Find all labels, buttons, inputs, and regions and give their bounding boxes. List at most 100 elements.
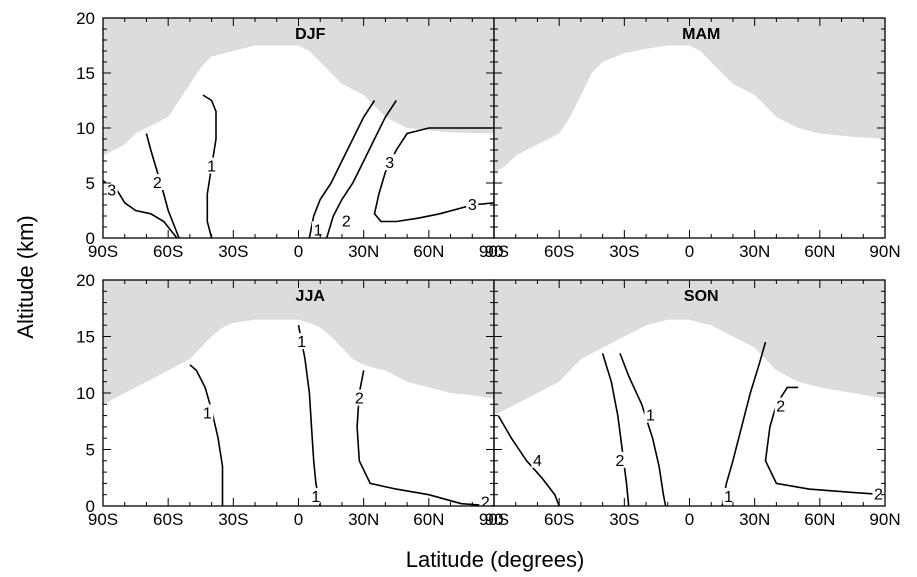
x-tick-label: 0 (294, 510, 303, 529)
x-tick-label: 90N (869, 242, 900, 261)
contour-label: 1 (207, 159, 216, 176)
y-tick-label: 10 (76, 119, 95, 138)
contour-label: 2 (153, 175, 162, 192)
x-tick-label: 90N (869, 510, 900, 529)
x-tick-label: 60N (804, 242, 835, 261)
stratosphere-shading (103, 280, 494, 405)
y-tick-label: 20 (76, 9, 95, 28)
x-tick-label: 30S (609, 510, 639, 529)
y-tick-label: 5 (86, 441, 95, 460)
contour-line-1 (202, 94, 217, 238)
contour-label: 2 (874, 487, 883, 504)
stratosphere-shading (494, 280, 885, 416)
panel-jja: 1 1 1 2 2 JJA 90S 60S 30S 0 30N 60N 90 0 5 10 15 20 (76, 271, 503, 529)
contour-label: 1 (203, 405, 212, 422)
contour-label: 2 (342, 214, 351, 231)
contour-label: 2 (616, 453, 625, 470)
contour-line-1 (189, 364, 224, 506)
contour-label: 1 (646, 408, 655, 425)
y-tick-label: 5 (86, 174, 95, 193)
y-tick-label: 20 (76, 271, 95, 290)
x-tick-label: 30S (218, 510, 248, 529)
x-tick-label: 30N (348, 510, 379, 529)
y-tick-label: 0 (86, 497, 95, 516)
x-tick-label: 60S (544, 510, 574, 529)
contour-label-halo (872, 485, 885, 502)
x-tick-label: 30N (739, 510, 770, 529)
contour-label: 2 (776, 399, 785, 416)
contour-label: 2 (481, 495, 490, 512)
contour-label-halo (312, 221, 325, 238)
contour-line-2 (325, 100, 397, 238)
contour-label: 4 (533, 453, 542, 470)
x-tick-label: 60S (153, 510, 183, 529)
contour-label-halo (722, 487, 735, 504)
x-tick-label: 90S (479, 510, 509, 529)
contour-line-4 (497, 415, 560, 506)
panel-title: DJF (295, 26, 325, 43)
contour-label-halo (295, 333, 308, 350)
contour-label: 1 (311, 489, 320, 506)
x-tick-label: 60N (413, 510, 444, 529)
panel-son: 4 2 1 1 2 2 SON 90S 60S 30S 0 30N 60N 90N (479, 279, 901, 529)
x-tick-label: 90S (88, 510, 118, 529)
panel-title: MAM (682, 26, 720, 43)
panel-title: JJA (296, 288, 326, 305)
contour-line-1 (721, 341, 767, 506)
y-tick-label: 0 (86, 229, 95, 248)
contour-label-halo (383, 154, 396, 171)
y-tick-label: 15 (76, 64, 95, 83)
x-tick-label: 60N (804, 510, 835, 529)
x-tick-label: 60S (544, 242, 574, 261)
y-tick-label: 10 (76, 384, 95, 403)
contour-label-halo (644, 406, 657, 423)
contour-label: 3 (468, 197, 477, 214)
x-axis-title: Latitude (degrees) (406, 547, 585, 572)
contour-label-halo (479, 493, 492, 506)
contour-label-halo (201, 404, 214, 421)
y-tick-label: 15 (76, 328, 95, 347)
contour-line-1 (297, 325, 321, 506)
contour-label: 1 (724, 489, 733, 506)
contour-label-halo (774, 397, 787, 414)
x-tick-label: 90S (479, 242, 509, 261)
contour-label: 1 (297, 334, 306, 351)
x-tick-label: 30S (609, 242, 639, 261)
x-tick-label: 0 (685, 510, 694, 529)
x-tick-label: 90S (88, 242, 118, 261)
panel-plot-area (494, 18, 885, 172)
x-tick-label: 0 (685, 242, 694, 261)
contour-label: 2 (355, 391, 364, 408)
contour-label-halo (531, 451, 544, 468)
contour-label-halo (353, 389, 366, 406)
panel-plot-area: 1 1 1 2 2 (103, 280, 494, 512)
contour-line-2 (764, 386, 885, 496)
contour-line-1 (308, 100, 376, 238)
x-tick-label: 60N (413, 242, 444, 261)
stratosphere-shading (103, 18, 494, 156)
contour-line-2 (601, 353, 630, 506)
contour-line-3 (373, 127, 494, 223)
contour-label-halo (151, 174, 164, 190)
x-tick-label: 30S (218, 242, 248, 261)
contour-label-halo (205, 157, 218, 174)
x-tick-label: 30N (739, 242, 770, 261)
x-tick-label: 30N (348, 242, 379, 261)
panel-plot-area: 4 2 1 1 2 2 (494, 280, 885, 506)
contour-label-halo (309, 487, 322, 504)
contour-line-1 (619, 353, 667, 506)
contour-label: 3 (107, 183, 116, 200)
contour-label: 3 (385, 155, 394, 172)
contour-label: 1 (314, 222, 323, 239)
contour-label-halo (105, 181, 118, 198)
panel-mam: MAM 90S 60S 30S 0 30N 60N 90N (479, 17, 901, 261)
contour-label-halo (340, 212, 353, 229)
x-tick-label: 90 (485, 242, 504, 261)
contour-label-halo (466, 196, 479, 212)
contour-label-halo (613, 451, 626, 468)
x-tick-label: 0 (294, 242, 303, 261)
stratosphere-shading (494, 18, 885, 172)
panel-title: SON (684, 288, 719, 305)
